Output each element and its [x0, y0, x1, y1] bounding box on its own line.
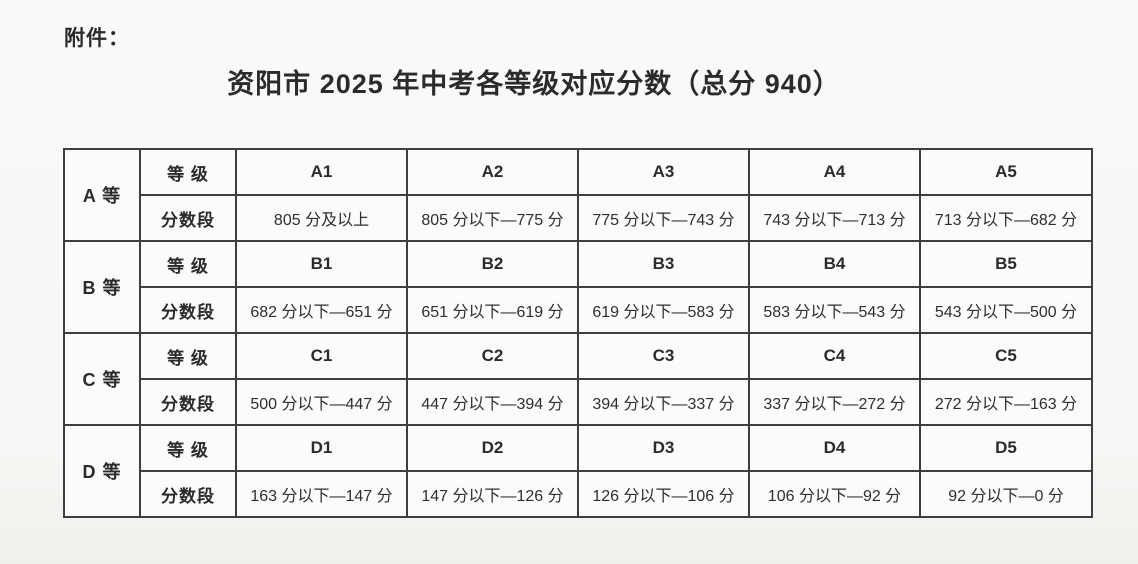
level-cell-c2: C2: [406, 332, 579, 380]
range-cell-d1: 163 分以下—147 分: [235, 470, 408, 518]
attachment-label: 附件：: [64, 27, 130, 50]
range-cell-d5: 92 分以下—0 分: [919, 470, 1093, 518]
level-cell-d3: D3: [577, 424, 750, 472]
level-cell-b2: B2: [406, 240, 579, 288]
range-cell-a4: 743 分以下—713 分: [748, 194, 921, 242]
range-cell-b3: 619 分以下—583 分: [577, 286, 750, 334]
table-row-c-levels: C 等 等 级 C1 C2 C3 C4 C5: [63, 332, 1093, 426]
grade-cell-b: B 等: [63, 240, 141, 334]
grade-cell-d: D 等: [63, 424, 141, 518]
range-cell-c2: 447 分以下—394 分: [406, 378, 579, 426]
level-cell-a4: A4: [748, 148, 921, 196]
range-cell-a2: 805 分以下—775 分: [406, 194, 579, 242]
level-cell-d1: D1: [235, 424, 408, 472]
row-label-range: 分数段: [139, 194, 237, 242]
level-cell-d4: D4: [748, 424, 921, 472]
level-cell-c4: C4: [748, 332, 921, 380]
range-cell-a3: 775 分以下—743 分: [577, 194, 750, 242]
level-cell-b3: B3: [577, 240, 750, 288]
range-cell-c3: 394 分以下—337 分: [577, 378, 750, 426]
level-cell-c3: C3: [577, 332, 750, 380]
row-label-level: 等 级: [139, 240, 237, 288]
table-row-d-ranges: 分数段 163 分以下—147 分 147 分以下—126 分 126 分以下—…: [64, 470, 1093, 518]
table-row-c-ranges: 分数段 500 分以下—447 分 447 分以下—394 分 394 分以下—…: [64, 378, 1093, 426]
table-row-a-levels: A 等 等 级 A1 A2 A3 A4 A5: [63, 148, 1093, 242]
level-cell-d2: D2: [406, 424, 579, 472]
row-label-range: 分数段: [139, 470, 237, 518]
row-label-range: 分数段: [139, 286, 237, 334]
range-cell-d3: 126 分以下—106 分: [577, 470, 750, 518]
level-cell-b4: B4: [748, 240, 921, 288]
table-row-b-ranges: 分数段 682 分以下—651 分 651 分以下—619 分 619 分以下—…: [64, 286, 1093, 334]
level-cell-b1: B1: [235, 240, 408, 288]
level-cell-c5: C5: [919, 332, 1093, 380]
level-cell-c1: C1: [235, 332, 408, 380]
level-cell-a3: A3: [577, 148, 750, 196]
grade-score-table: A 等 等 级 A1 A2 A3 A4 A5 分数段 805 分及以上 805 …: [63, 148, 1093, 518]
table-row-d-levels: D 等 等 级 D1 D2 D3 D4 D5: [63, 424, 1093, 518]
range-cell-c4: 337 分以下—272 分: [748, 378, 921, 426]
level-cell-a1: A1: [235, 148, 408, 196]
row-label-range: 分数段: [139, 378, 237, 426]
range-cell-d2: 147 分以下—126 分: [406, 470, 579, 518]
range-cell-a1: 805 分及以上: [235, 194, 408, 242]
range-cell-c1: 500 分以下—447 分: [235, 378, 408, 426]
level-cell-a2: A2: [406, 148, 579, 196]
table-row-a-ranges: 分数段 805 分及以上 805 分以下—775 分 775 分以下—743 分…: [64, 194, 1093, 242]
grade-cell-c: C 等: [63, 332, 141, 426]
level-cell-a5: A5: [919, 148, 1093, 196]
row-label-level: 等 级: [139, 424, 237, 472]
range-cell-d4: 106 分以下—92 分: [748, 470, 921, 518]
range-cell-b5: 543 分以下—500 分: [919, 286, 1093, 334]
range-cell-b1: 682 分以下—651 分: [235, 286, 408, 334]
range-cell-c5: 272 分以下—163 分: [919, 378, 1093, 426]
row-label-level: 等 级: [139, 148, 237, 196]
level-cell-d5: D5: [919, 424, 1093, 472]
range-cell-b4: 583 分以下—543 分: [748, 286, 921, 334]
table-row-b-levels: B 等 等 级 B1 B2 B3 B4 B5: [63, 240, 1093, 334]
range-cell-a5: 713 分以下—682 分: [919, 194, 1093, 242]
grade-cell-a: A 等: [63, 148, 141, 242]
level-cell-b5: B5: [919, 240, 1093, 288]
page-title: 资阳市 2025 年中考各等级对应分数（总分 940）: [227, 69, 841, 99]
range-cell-b2: 651 分以下—619 分: [406, 286, 579, 334]
row-label-level: 等 级: [139, 332, 237, 380]
